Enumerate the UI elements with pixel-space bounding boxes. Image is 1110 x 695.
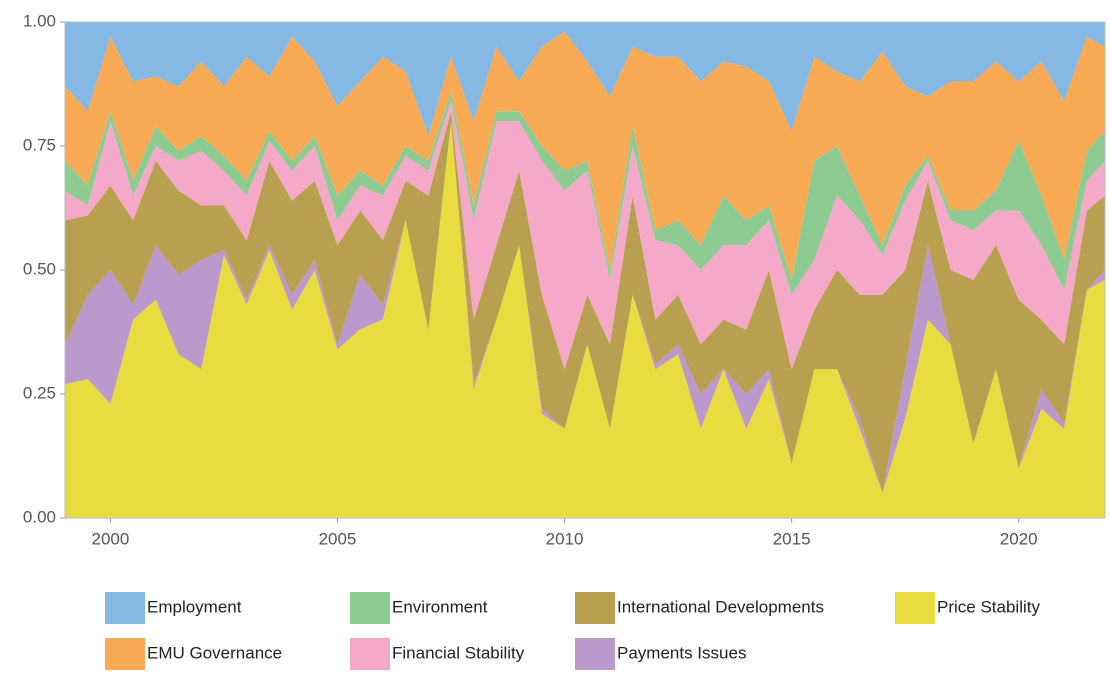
x-tick-label: 2020 [1000, 529, 1038, 548]
legend-swatch [350, 592, 390, 624]
y-tick-label: 1.00 [23, 11, 56, 30]
x-tick-label: 2015 [773, 529, 811, 548]
legend-label: Financial Stability [392, 643, 525, 662]
legend-label: Payments Issues [617, 643, 746, 662]
legend-swatch [575, 638, 615, 670]
legend-swatch [895, 592, 935, 624]
area [65, 31, 1105, 280]
legend-label: Employment [147, 597, 242, 616]
x-tick-label: 2000 [92, 529, 130, 548]
legend-swatch [105, 638, 145, 670]
legend-swatch [575, 592, 615, 624]
area [65, 101, 1105, 370]
y-tick-label: 0.00 [23, 507, 56, 526]
x-tick-label: 2010 [546, 529, 584, 548]
y-tick-label: 0.50 [23, 259, 56, 278]
legend-swatch [105, 592, 145, 624]
x-tick-label: 2005 [319, 529, 357, 548]
legend-label: EMU Governance [147, 643, 282, 662]
area [65, 121, 1105, 518]
area [65, 111, 1105, 494]
legend-label: Price Stability [937, 597, 1040, 616]
area [65, 22, 1105, 137]
y-tick-label: 0.75 [23, 135, 56, 154]
legend-label: Environment [392, 597, 488, 616]
legend-label: International Developments [617, 597, 824, 616]
legend-swatch [350, 638, 390, 670]
y-tick-label: 0.25 [23, 383, 56, 402]
